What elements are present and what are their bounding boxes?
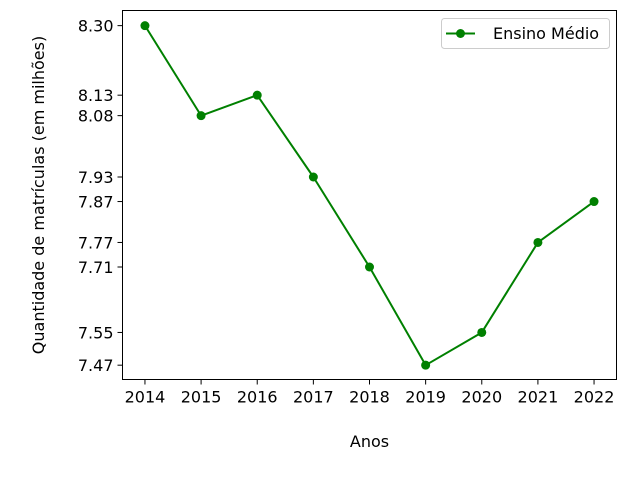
data-point xyxy=(365,262,374,272)
y-tick-label: 7.87 xyxy=(78,193,114,212)
x-tick-label: 2015 xyxy=(181,388,222,407)
data-point xyxy=(140,21,150,31)
y-tick-label: 7.93 xyxy=(78,168,114,187)
x-tick-label: 2022 xyxy=(574,388,615,407)
y-tick-label: 7.71 xyxy=(78,258,114,277)
data-point xyxy=(477,327,487,337)
data-point xyxy=(589,197,599,207)
x-tick-label: 2014 xyxy=(125,388,166,407)
legend-label: Ensino Médio xyxy=(493,24,599,43)
y-tick-label: 7.47 xyxy=(78,356,114,375)
y-tick-label: 8.13 xyxy=(78,86,114,105)
y-axis-label: Quantidade de matrículas (em milhões) xyxy=(29,36,48,354)
series-layer xyxy=(140,21,599,370)
y-tick-label: 8.30 xyxy=(78,17,114,36)
x-tick-label: 2017 xyxy=(293,388,334,407)
plot-frame xyxy=(122,10,617,380)
x-tick-label: 2016 xyxy=(237,388,278,407)
legend-box xyxy=(441,18,610,49)
x-tick-label: 2018 xyxy=(349,388,390,407)
x-tick-label: 2020 xyxy=(461,388,502,407)
data-point xyxy=(196,111,206,121)
y-tick-label: 7.55 xyxy=(78,323,114,342)
x-axis-label: Anos xyxy=(350,432,389,451)
legend-marker-swatch xyxy=(456,29,465,38)
series-line xyxy=(144,25,595,367)
data-point xyxy=(308,172,318,182)
x-tick-label: 2019 xyxy=(405,388,446,407)
y-tick-label: 8.08 xyxy=(78,107,114,126)
data-point xyxy=(421,360,431,370)
x-tick-label: 2021 xyxy=(518,388,559,407)
data-point xyxy=(533,237,543,247)
legend: Ensino Médio xyxy=(441,18,610,49)
y-axis-ticks: 8.30 8.13 8.08 7.93 7.87 7.77 7.71 7.55 7.47 xyxy=(78,17,123,375)
x-axis-ticks: 2014 2015 2016 2017 2018 2019 2020 2021 2022 xyxy=(125,379,615,407)
data-point xyxy=(252,90,262,100)
y-tick-label: 7.77 xyxy=(78,233,114,252)
